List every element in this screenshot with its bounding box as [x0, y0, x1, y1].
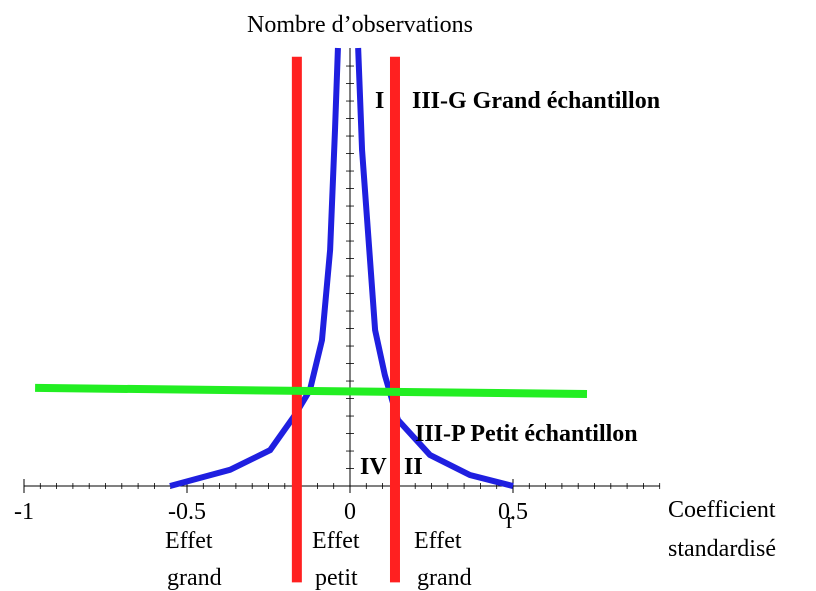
- annotation: III-P Petit échantillon: [415, 421, 638, 447]
- annotation: grand: [417, 565, 472, 591]
- x-tick-label: -0.5: [168, 499, 206, 525]
- x-tick-label: 0: [344, 499, 356, 525]
- annotation: IV: [360, 454, 387, 480]
- chart-title: Nombre d’observations: [247, 12, 473, 38]
- x-axis-label: standardisé: [668, 536, 776, 562]
- annotation: Effet: [312, 528, 360, 554]
- annotation: Effet: [414, 528, 462, 554]
- x-tick-label: -1: [14, 499, 34, 525]
- annotation: r: [506, 508, 514, 534]
- series-line: [35, 383, 588, 399]
- annotation: Effet: [165, 528, 213, 554]
- series-line: [169, 47, 341, 489]
- annotation: III-G Grand échantillon: [412, 88, 660, 114]
- x-tick-label: 0.5: [498, 499, 528, 525]
- annotation: II: [404, 454, 423, 480]
- annotation: I: [375, 88, 384, 114]
- annotation: petit: [315, 565, 358, 591]
- x-axis-label: Coefficient: [668, 497, 776, 523]
- annotation: grand: [167, 565, 222, 591]
